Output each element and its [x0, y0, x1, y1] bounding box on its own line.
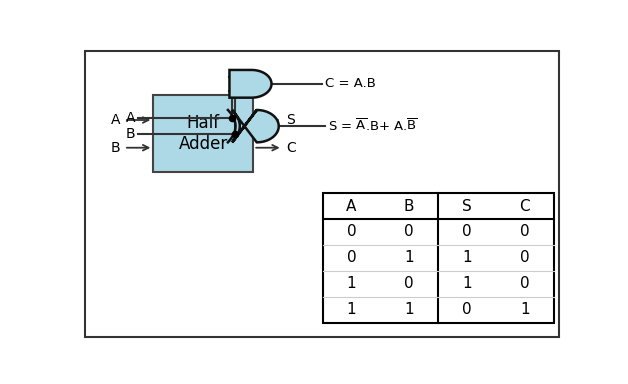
Text: 1: 1 — [462, 250, 472, 265]
Text: 0: 0 — [520, 276, 529, 291]
Text: 1: 1 — [520, 302, 529, 317]
Text: 1: 1 — [347, 302, 356, 317]
Polygon shape — [232, 110, 279, 142]
Text: C: C — [519, 199, 530, 214]
Text: 0: 0 — [347, 250, 356, 265]
Bar — [153, 95, 253, 172]
Text: 0: 0 — [404, 225, 414, 240]
Text: 0: 0 — [404, 276, 414, 291]
Text: A: A — [111, 113, 120, 127]
Text: 1: 1 — [404, 302, 414, 317]
Text: B: B — [126, 127, 136, 141]
Text: 0: 0 — [462, 302, 472, 317]
Text: 1: 1 — [347, 276, 356, 291]
Text: A: A — [126, 111, 136, 125]
Text: B: B — [111, 141, 120, 155]
Polygon shape — [229, 70, 271, 98]
Text: 0: 0 — [462, 225, 472, 240]
Text: C: C — [286, 141, 296, 155]
Text: 0: 0 — [347, 225, 356, 240]
Text: Half
Adder: Half Adder — [178, 114, 228, 153]
Text: B: B — [404, 199, 414, 214]
Bar — [323, 193, 554, 323]
Text: 0: 0 — [520, 225, 529, 240]
Text: C = A.B: C = A.B — [325, 77, 376, 90]
Text: 1: 1 — [462, 276, 472, 291]
Text: 1: 1 — [404, 250, 414, 265]
Text: S = $\overline{\rm A}$.B+ A.$\overline{\rm B}$: S = $\overline{\rm A}$.B+ A.$\overline{\… — [328, 118, 418, 134]
Text: S: S — [462, 199, 472, 214]
Text: A: A — [346, 199, 357, 214]
Text: S: S — [286, 113, 295, 127]
Text: 0: 0 — [520, 250, 529, 265]
